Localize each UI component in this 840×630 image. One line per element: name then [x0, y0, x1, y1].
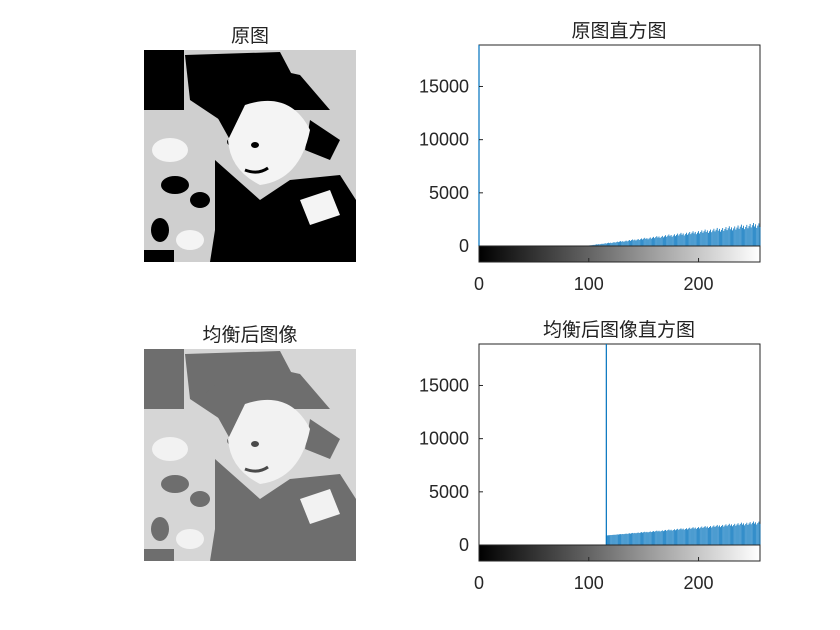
y-tick-label: 0: [459, 236, 469, 256]
x-tick-label: 200: [684, 274, 714, 294]
y-tick-label: 15000: [419, 76, 469, 96]
gray-colorbar: [478, 245, 761, 263]
x-tick-label: 100: [574, 274, 604, 294]
equalized-image: [144, 349, 356, 561]
axes-frame: [478, 343, 761, 562]
gray-colorbar: [478, 544, 761, 562]
y-tick-label: 0: [459, 535, 469, 555]
x-tick-label: 0: [474, 573, 484, 593]
original-hist-title: 原图直方图: [571, 20, 666, 42]
original-image-title: 原图: [231, 25, 269, 47]
y-tick-label: 15000: [419, 375, 469, 395]
y-tick-label: 10000: [419, 429, 469, 449]
bars: [605, 344, 761, 545]
x-tick-label: 100: [574, 573, 604, 593]
y-tick-label: 10000: [419, 130, 469, 150]
equalized-hist-title: 均衡后图像直方图: [543, 319, 695, 341]
y-tick-label: 5000: [429, 183, 469, 203]
original-histogram: 0 5000 10000 15000 0 100 200: [419, 44, 761, 294]
axes-frame: [478, 44, 761, 263]
x-tick-label: 0: [474, 274, 484, 294]
bars: [478, 45, 761, 246]
y-tick-label: 5000: [429, 482, 469, 502]
original-image: [144, 50, 356, 262]
equalized-histogram: 0 5000 10000 15000 0 100 200: [419, 343, 761, 593]
x-tick-label: 200: [684, 573, 714, 593]
equalized-image-title: 均衡后图像: [202, 324, 297, 346]
